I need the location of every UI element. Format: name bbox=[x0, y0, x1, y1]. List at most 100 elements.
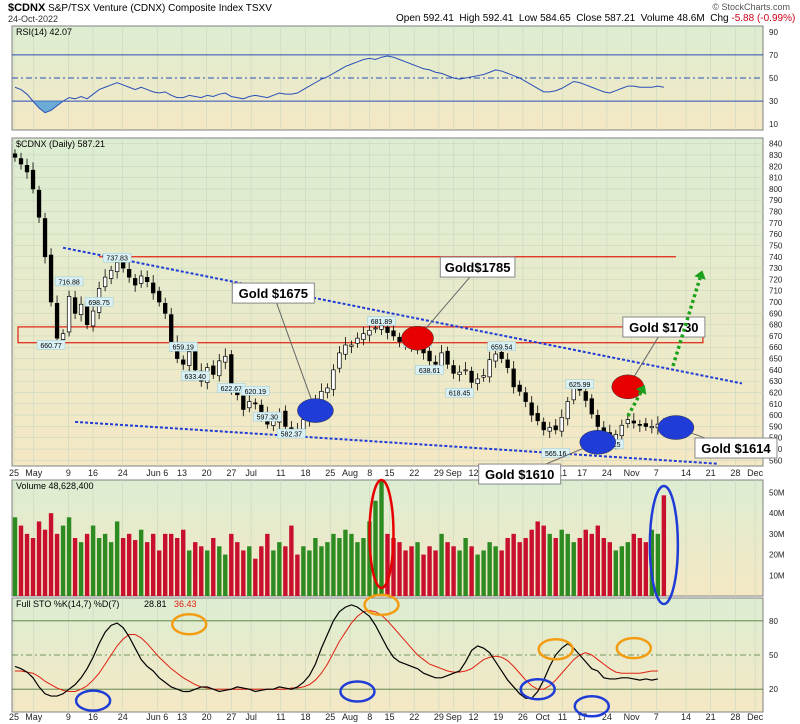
candle bbox=[493, 353, 498, 362]
candle bbox=[325, 387, 330, 394]
price-label-box bbox=[487, 341, 516, 352]
annotation-callout: Gold $1730 bbox=[622, 316, 706, 338]
volume-bar bbox=[12, 517, 18, 596]
rsi-panel-label: RSI(14) 42.07 bbox=[16, 27, 72, 37]
candle bbox=[517, 384, 522, 392]
callout-text: Gold$1785 bbox=[445, 260, 511, 275]
volume-bar bbox=[301, 546, 306, 596]
price-label-box bbox=[541, 448, 570, 458]
x-tick-label: 22 bbox=[409, 712, 419, 722]
volume-bar bbox=[475, 554, 480, 596]
price-label-box bbox=[102, 252, 132, 263]
x-tick-label: Nov bbox=[624, 468, 641, 478]
x-tick-label: 19 bbox=[493, 712, 503, 722]
annotation-pointer bbox=[417, 267, 478, 339]
volume-bar bbox=[319, 546, 324, 596]
volume-bar bbox=[211, 538, 216, 596]
candle bbox=[373, 327, 378, 330]
price-label-box bbox=[415, 365, 444, 375]
volume-bar bbox=[289, 525, 294, 596]
callout-text: Gold $1610 bbox=[485, 467, 554, 482]
volume-bar bbox=[397, 542, 402, 596]
x-tick-label: Dec bbox=[747, 468, 764, 478]
blue-circle-highlight bbox=[519, 677, 556, 701]
candle bbox=[12, 153, 18, 158]
price-label-box bbox=[84, 297, 114, 307]
volume-bar bbox=[253, 558, 258, 596]
y-tick-label: 840 bbox=[769, 140, 783, 149]
candle bbox=[60, 333, 66, 340]
ohlc-readout: Open 592.41 High 592.41 Low 584.65 Close… bbox=[396, 13, 800, 24]
x-tick-label: 17 bbox=[577, 468, 587, 478]
close-value: 587.21 bbox=[604, 13, 636, 24]
callout-text: Gold $1730 bbox=[629, 320, 698, 335]
y-tick-label: 600 bbox=[769, 411, 783, 420]
y-tick-label: 10M bbox=[769, 571, 785, 580]
volume-bar bbox=[114, 521, 120, 596]
chart-title: $CDNX S&P/TSX Venture (CDNX) Composite I… bbox=[8, 2, 272, 14]
x-tick-label: Aug bbox=[342, 712, 358, 722]
candle bbox=[463, 369, 468, 372]
price-label-text: 698.75 bbox=[88, 300, 110, 307]
volume-bar bbox=[583, 529, 588, 596]
volume-bar bbox=[349, 533, 354, 596]
price-label-box bbox=[180, 371, 210, 381]
open-value: 592.41 bbox=[423, 13, 454, 24]
volume-bar bbox=[595, 525, 600, 596]
candle bbox=[397, 336, 402, 342]
volume-bar bbox=[241, 550, 246, 596]
callout-text: Gold $1675 bbox=[239, 286, 308, 301]
x-tick-label: May bbox=[25, 712, 43, 722]
volume-bar bbox=[457, 550, 462, 596]
candle bbox=[349, 344, 354, 347]
x-tick-label: 22 bbox=[409, 468, 419, 478]
x-tick-label: 24 bbox=[118, 468, 128, 478]
candle bbox=[637, 424, 642, 426]
candle bbox=[547, 427, 552, 432]
volume-bar bbox=[60, 525, 66, 596]
candle bbox=[355, 337, 360, 344]
volume-bar bbox=[343, 529, 348, 596]
candle bbox=[481, 375, 486, 378]
candle bbox=[559, 417, 564, 432]
volume-bar bbox=[463, 538, 468, 596]
x-tick-label: 11 bbox=[558, 468, 567, 478]
sto-d-value: 36.43 bbox=[174, 599, 197, 609]
candle bbox=[48, 254, 54, 303]
candle bbox=[187, 351, 192, 366]
candle bbox=[36, 189, 42, 218]
chart-date: 24-Oct-2022 bbox=[8, 14, 59, 24]
orange-circle-highlight bbox=[363, 593, 400, 617]
volume-bar bbox=[108, 542, 114, 596]
volume-bar bbox=[649, 529, 655, 596]
price-label-text: 565.16 bbox=[545, 451, 567, 458]
blue-ellipse-highlight bbox=[648, 484, 680, 606]
annotation-callout: Gold $1675 bbox=[231, 282, 315, 304]
volume-bar bbox=[379, 480, 384, 596]
x-tick-label: 9 bbox=[66, 468, 71, 478]
volume-bar bbox=[193, 542, 198, 596]
price-label-box bbox=[36, 340, 66, 350]
price-label: 659.19 bbox=[168, 341, 198, 352]
sto-panel-label: Full STO %K(14,7) %D(7) 28.81 36.43 bbox=[16, 599, 197, 609]
candle bbox=[102, 276, 108, 288]
candle bbox=[163, 303, 168, 314]
volume-bar bbox=[295, 554, 300, 596]
candle bbox=[379, 325, 384, 330]
y-tick-label: 50 bbox=[769, 74, 778, 83]
price-label-box bbox=[253, 411, 282, 422]
price-label: 565.16 bbox=[541, 448, 570, 458]
candle bbox=[499, 351, 504, 359]
candle bbox=[211, 365, 216, 375]
volume-bar bbox=[619, 546, 625, 596]
y-tick-label: 680 bbox=[769, 321, 783, 330]
candle bbox=[649, 426, 655, 429]
volume-bar bbox=[415, 542, 420, 596]
x-tick-label: 24 bbox=[602, 468, 612, 478]
price-label: 620.19 bbox=[241, 386, 270, 396]
candle bbox=[361, 333, 366, 340]
candle bbox=[589, 398, 594, 415]
y-tick-label: 620 bbox=[769, 388, 783, 397]
volume-bar bbox=[391, 538, 396, 596]
x-tick-label: 29 bbox=[434, 468, 444, 478]
